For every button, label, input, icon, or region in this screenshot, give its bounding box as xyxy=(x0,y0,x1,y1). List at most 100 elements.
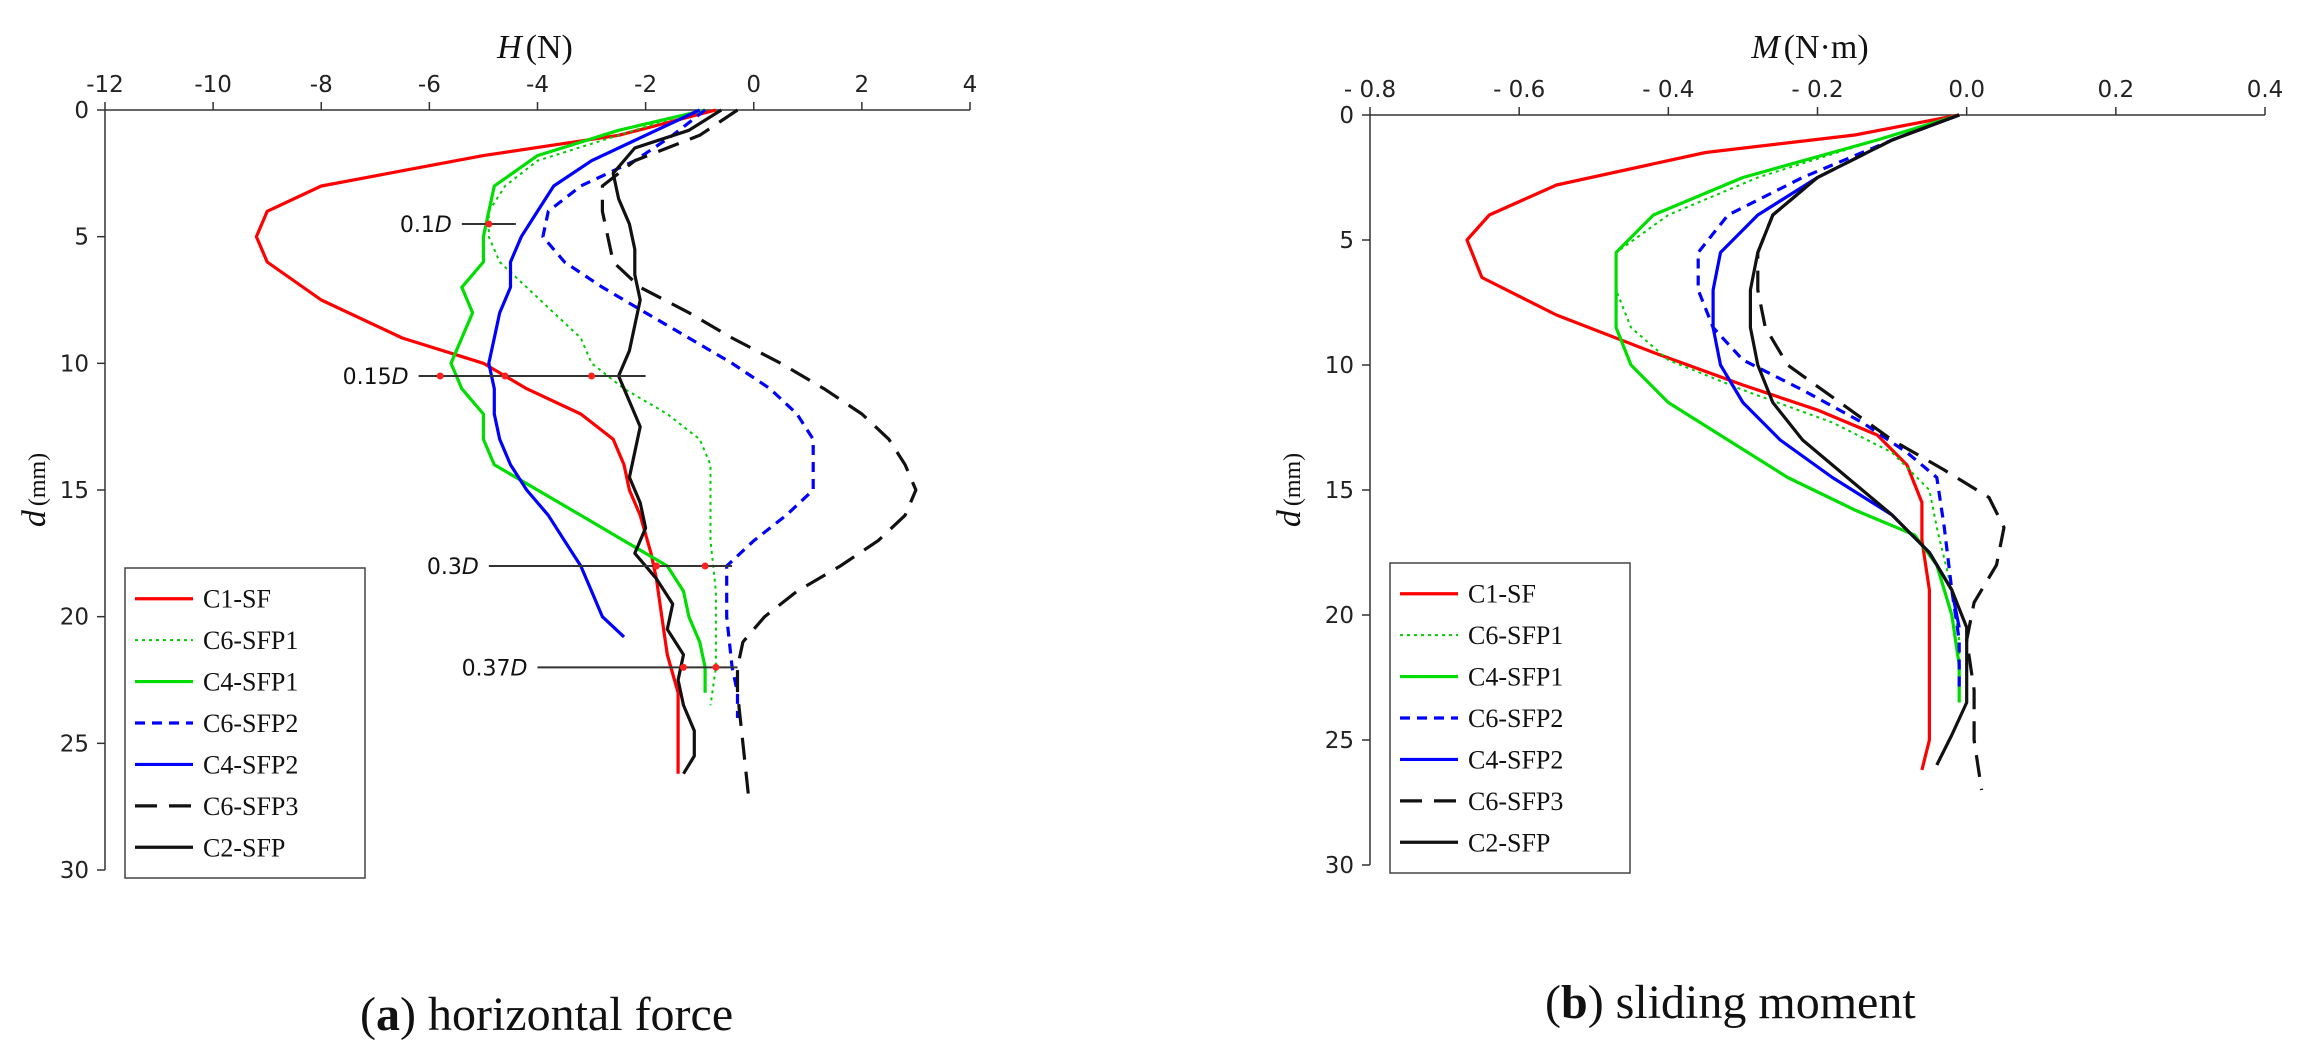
series-line-c1-sf xyxy=(254,108,717,774)
caption-letter: a xyxy=(376,988,400,1041)
series-line-c6-sfp1 xyxy=(1615,114,1961,703)
y-tick-label: 5 xyxy=(1339,228,1354,254)
caption-text: ) sliding moment xyxy=(1588,976,1917,1029)
x-tick-label: - 0.4 xyxy=(1642,77,1694,103)
annotation-label: 0.3D xyxy=(427,555,479,580)
annotation-label: 0.37D xyxy=(462,656,528,681)
legend-label-c1-sf: C1-SF xyxy=(203,585,271,614)
y-tick-label: 10 xyxy=(1325,353,1354,379)
annotation-marker xyxy=(701,562,709,570)
y-tick-label: 20 xyxy=(1325,603,1354,629)
y-tick-label: 25 xyxy=(1325,728,1354,754)
legend-label-c4-sfp2: C4-SFP2 xyxy=(203,750,298,779)
y-tick-label: 30 xyxy=(60,858,89,884)
legend-label-c6-sfp2: C6-SFP2 xyxy=(1468,704,1563,733)
annotation-value: 0.1 xyxy=(400,213,435,238)
x-axis-title: H (N) xyxy=(496,29,573,66)
x-tick-label: 0.0 xyxy=(1948,77,1985,103)
annotation-marker xyxy=(679,663,687,671)
series-line-c2-sfp xyxy=(1748,113,1969,766)
x-axis-symbol: M xyxy=(1750,29,1781,66)
y-tick-label: 0 xyxy=(74,98,89,124)
annotation-value: 0.3 xyxy=(427,555,462,580)
series-line-c6-sfp2 xyxy=(541,108,815,718)
annotation-unit: D xyxy=(511,656,528,681)
caption-open-paren: ( xyxy=(360,988,376,1041)
legend-label-c2-sfp: C2-SFP xyxy=(203,833,285,862)
series-line-c1-sf xyxy=(1465,113,1960,771)
series-line-c4-sfp2 xyxy=(487,108,701,639)
annotation-marker xyxy=(712,663,720,671)
x-tick-label: -6 xyxy=(418,72,441,98)
annotation-value: 0.15 xyxy=(343,365,392,390)
x-axis-symbol: H xyxy=(496,29,524,66)
x-tick-label: - 0.2 xyxy=(1791,77,1843,103)
annotation-label: 0.15D xyxy=(343,365,409,390)
legend: C1-SF C6-SFP1 C4-SFP1 C6-SFP2 C4-SFP2 C6-SFP3… xyxy=(124,567,366,879)
legend-label-c1-sf: C1-SF xyxy=(1468,580,1536,609)
caption-text: ) horizontal force xyxy=(400,988,733,1041)
caption-letter: b xyxy=(1561,976,1588,1029)
legend-label-c6-sfp1: C6-SFP1 xyxy=(1468,621,1563,650)
y-tick-label: 10 xyxy=(60,351,89,377)
y-tick-label: 5 xyxy=(74,225,89,251)
figure-caption: (a) horizontal force xyxy=(360,988,733,1041)
legend-box xyxy=(124,567,366,879)
annotation-marker xyxy=(485,220,493,228)
y-axis-title: d (mm) xyxy=(16,453,53,527)
y-tick-label: 30 xyxy=(1325,853,1354,879)
annotation-marker xyxy=(652,562,660,570)
x-tick-label: - 0.6 xyxy=(1493,77,1545,103)
caption-open-paren: ( xyxy=(1545,976,1561,1029)
legend-label-c6-sfp1: C6-SFP1 xyxy=(203,626,298,655)
x-tick-label: -12 xyxy=(86,72,124,98)
x-tick-label: 4 xyxy=(963,72,978,98)
annotation-unit: D xyxy=(392,365,409,390)
legend-label-c4-sfp2: C4-SFP2 xyxy=(1468,745,1563,774)
y-axis-title: d (mm) xyxy=(1271,453,1308,527)
figure-caption: (b) sliding moment xyxy=(1545,976,1916,1029)
x-axis-unit: (N) xyxy=(526,29,573,66)
y-tick-label: 20 xyxy=(60,605,89,631)
x-tick-label: - 0.8 xyxy=(1344,77,1396,103)
legend-label-c6-sfp3: C6-SFP3 xyxy=(1468,787,1563,816)
x-tick-label: -8 xyxy=(310,72,333,98)
y-axis-symbol: d xyxy=(16,509,53,527)
series-line-c6-sfp3 xyxy=(600,108,918,795)
legend: C1-SF C6-SFP1 C4-SFP1 C6-SFP2 C4-SFP2 C6-SFP3… xyxy=(1389,562,1631,874)
y-tick-label: 15 xyxy=(60,478,89,504)
annotation-marker xyxy=(588,372,596,380)
legend-label-c4-sfp1: C4-SFP1 xyxy=(1468,663,1563,692)
x-tick-label: 2 xyxy=(855,72,870,98)
y-axis-unit: (mm) xyxy=(1280,453,1306,506)
annotation-unit: D xyxy=(435,213,452,238)
annotation-marker xyxy=(436,372,444,380)
x-tick-label: 0 xyxy=(746,72,761,98)
legend-label-c4-sfp1: C4-SFP1 xyxy=(203,668,298,697)
x-axis-unit: (N·m) xyxy=(1784,29,1869,66)
y-axis-symbol: d xyxy=(1271,509,1308,527)
annotation-marker xyxy=(501,372,509,380)
x-tick-label: 0.4 xyxy=(2247,77,2284,103)
annotation-unit: D xyxy=(462,555,479,580)
annotation-value: 0.37 xyxy=(462,656,511,681)
y-tick-label: 25 xyxy=(60,731,89,757)
annotation-label: 0.1D xyxy=(400,213,452,238)
series-line-c4-sfp1 xyxy=(1614,113,1961,703)
x-tick-label: -2 xyxy=(634,72,657,98)
x-tick-label: -10 xyxy=(194,72,232,98)
y-tick-label: 0 xyxy=(1339,103,1354,129)
series-line-c4-sfp1 xyxy=(449,108,707,693)
x-axis-title: M (N·m) xyxy=(1750,29,1868,66)
series-line-c6-sfp2 xyxy=(1696,113,1961,690)
panel-horizontal-force: -12 -10 -8 -6 -4 -2 0 2 4 0 5 10 15 20 25 30 H (N) d (mm) 0.… xyxy=(16,29,977,1041)
panel-sliding-moment: - 0.8 - 0.6 - 0.4 - 0.2 0.0 0.2 0.4 0 5 10 15 20 25 3… xyxy=(1271,29,2283,1029)
legend-label-c6-sfp3: C6-SFP3 xyxy=(203,792,298,821)
legend-label-c6-sfp2: C6-SFP2 xyxy=(203,709,298,738)
legend-box xyxy=(1389,562,1631,874)
x-tick-label: 0.2 xyxy=(2098,77,2135,103)
series-line-c6-sfp1 xyxy=(487,109,717,706)
y-tick-label: 15 xyxy=(1325,478,1354,504)
x-tick-label: -4 xyxy=(526,72,549,98)
